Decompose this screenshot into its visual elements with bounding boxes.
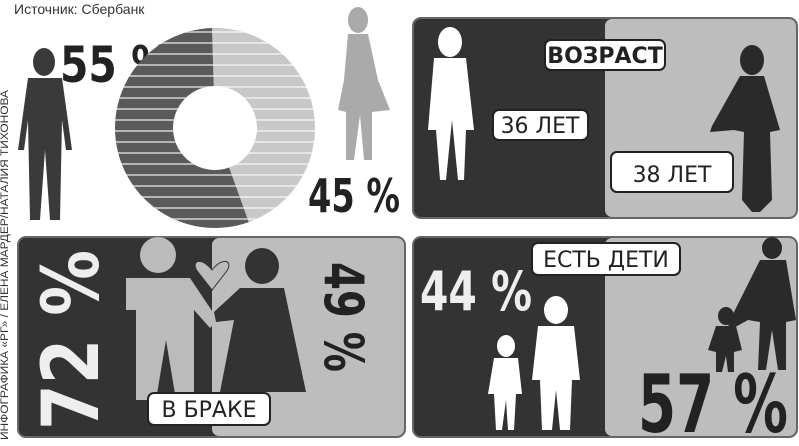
- donut: [115, 28, 315, 228]
- married-women: 49 %: [312, 262, 375, 372]
- woman-silhouette: [338, 7, 390, 160]
- infographic: Источник: Сбербанк ИНФОГРАФИКА «РГ» / ЕЛ…: [0, 0, 799, 446]
- children-women: 57 %: [638, 358, 788, 446]
- married-men: 72 %: [27, 250, 117, 430]
- children-title: ЕСТЬ ДЕТИ: [543, 248, 669, 273]
- children-men: 44 %: [420, 260, 532, 323]
- age-title: ВОЗРАСТ: [547, 44, 662, 69]
- credit: ИНФОГРАФИКА «РГ» / ЕЛЕНА МАРДЕР/НАТАЛИЯ …: [0, 89, 11, 440]
- source: Источник: Сбербанк: [14, 1, 145, 17]
- women-share: 45 %: [308, 169, 400, 223]
- age-women: 38 ЛЕТ: [633, 163, 712, 188]
- married-title: В БРАКЕ: [161, 398, 256, 423]
- age-men: 36 ЛЕТ: [501, 114, 580, 139]
